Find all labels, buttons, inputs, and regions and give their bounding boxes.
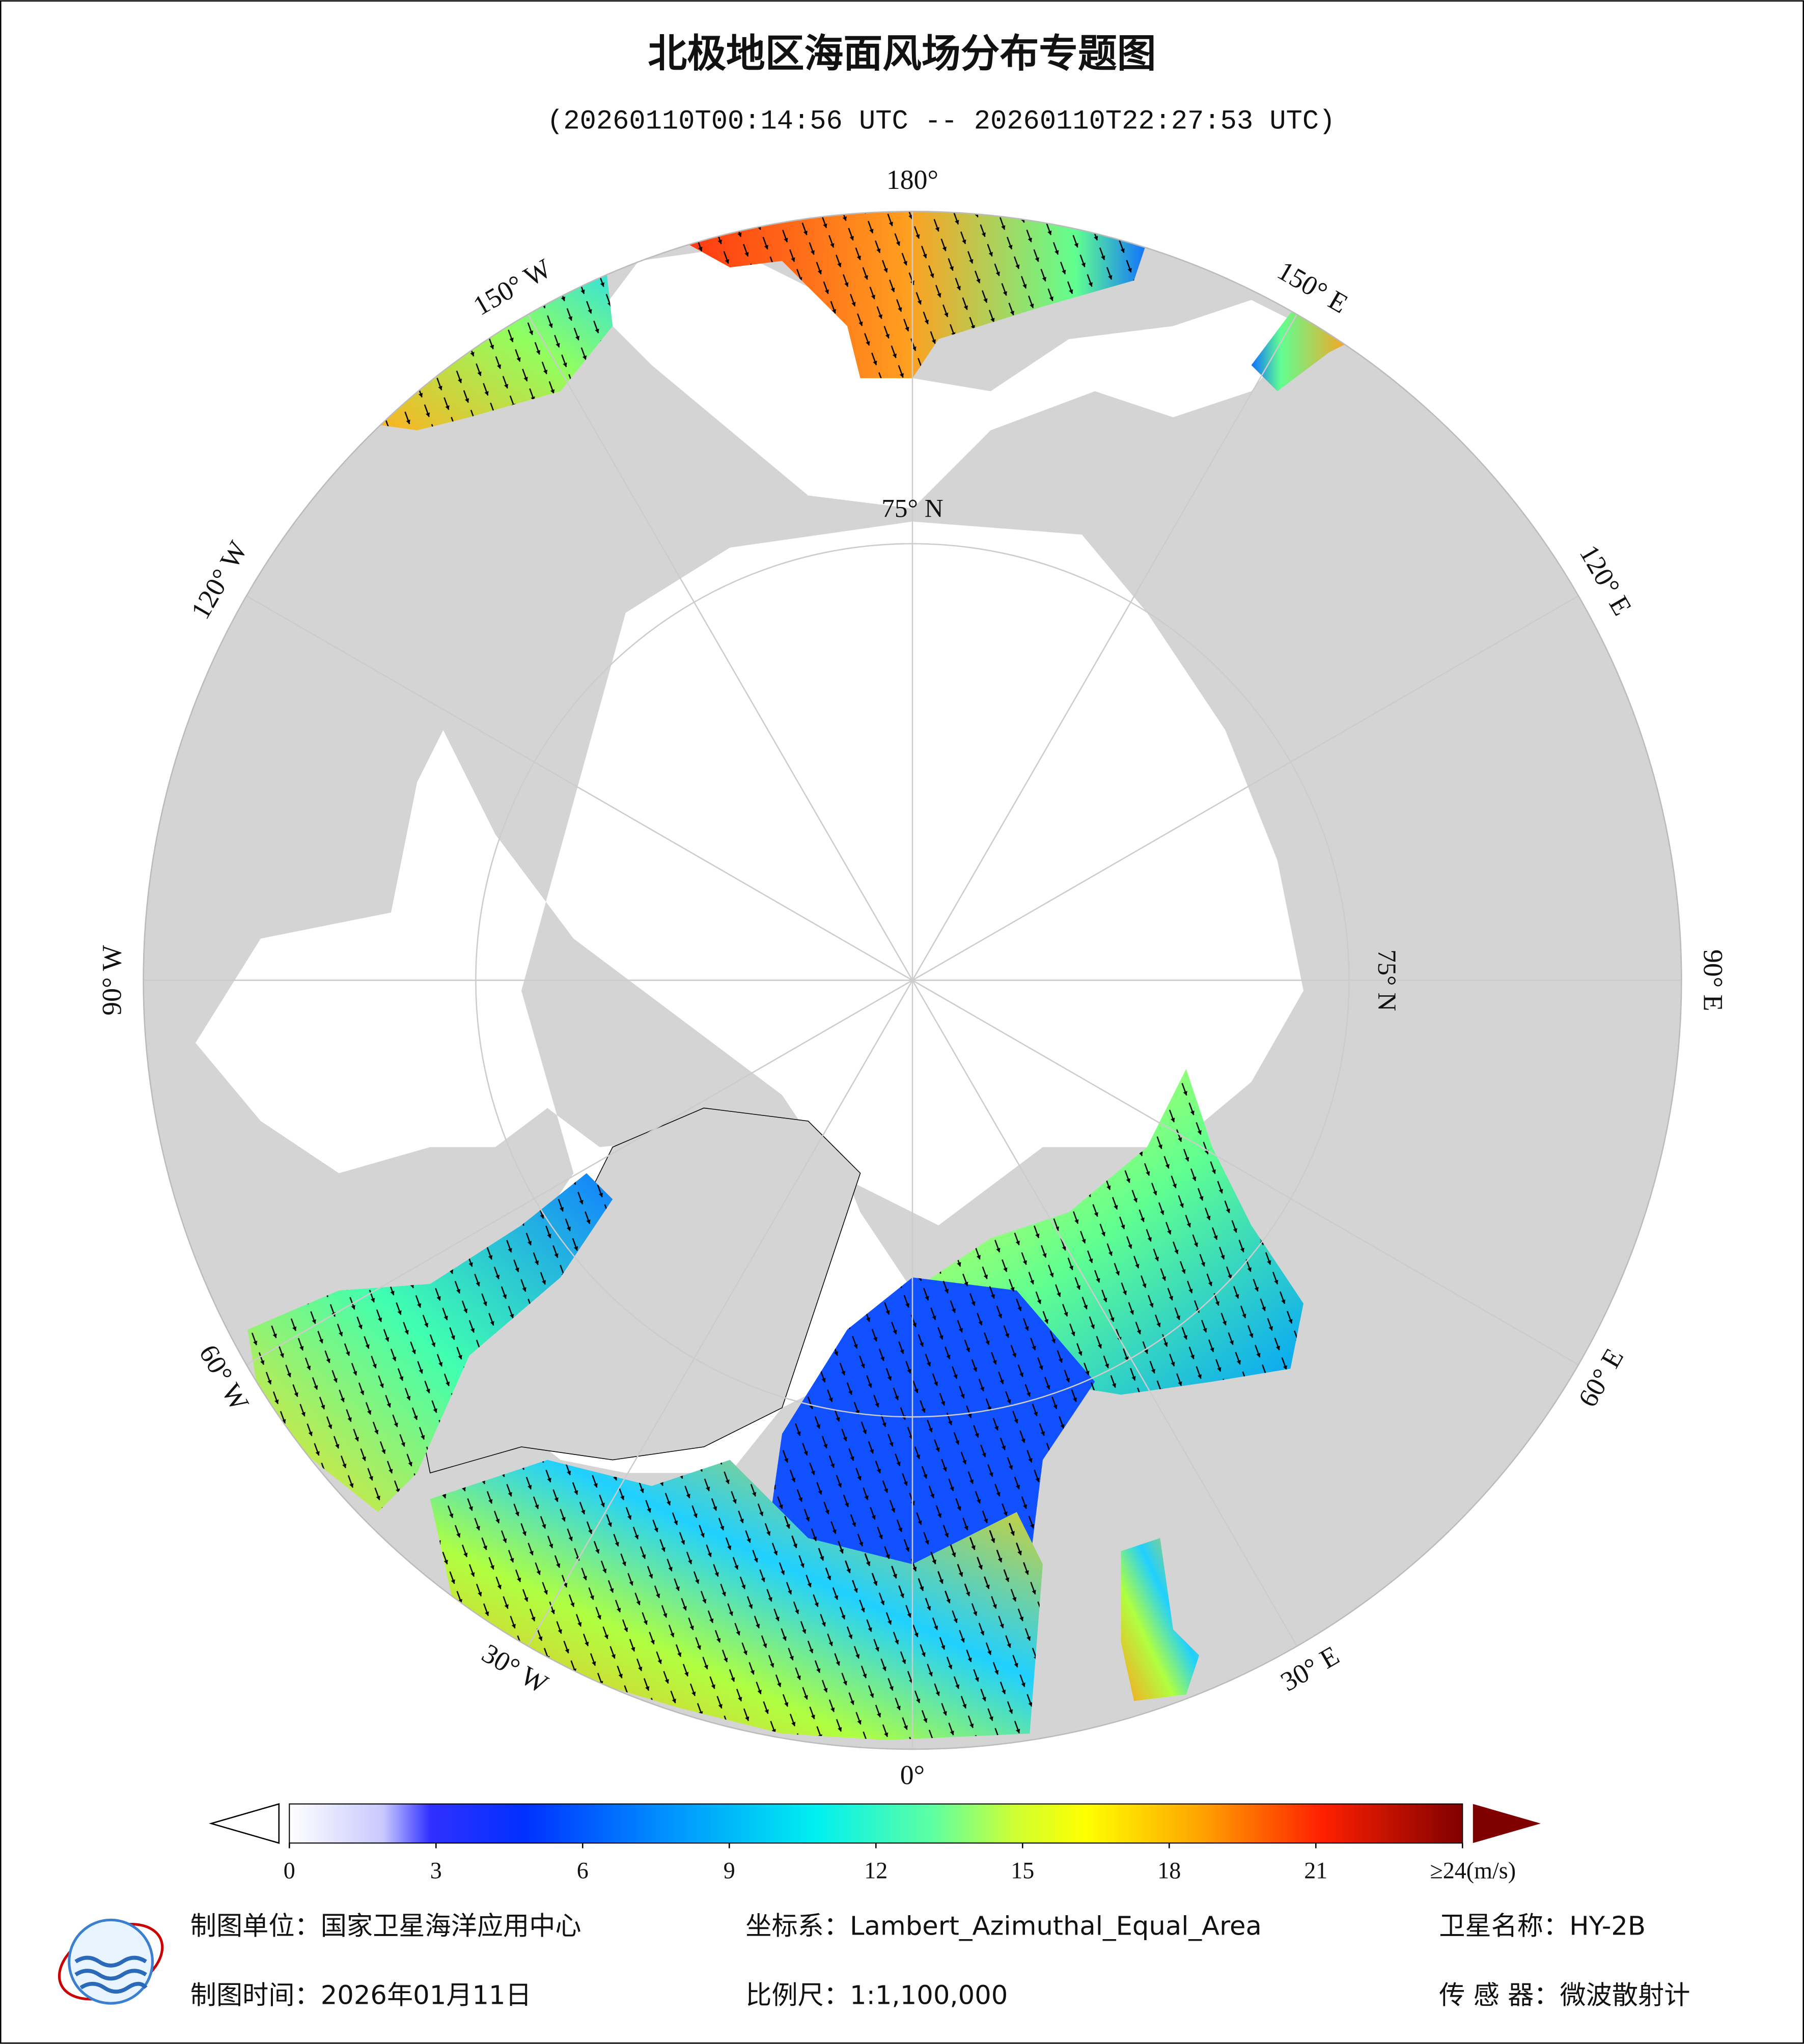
meridian <box>912 979 1579 1365</box>
colorbar-under <box>209 1803 280 1844</box>
colorbar: 0 3 6 9 12 15 18 21 ≥24(m/s) <box>209 1803 1541 1884</box>
meridians <box>143 211 1682 1749</box>
latitude-label: 75° N <box>1372 949 1401 1011</box>
meridian <box>246 979 913 1365</box>
meridian <box>246 595 913 981</box>
colorbar-tick-label: 6 <box>577 1858 589 1884</box>
longitude-label: 90° W <box>97 945 127 1016</box>
colorbar-over <box>1473 1804 1541 1843</box>
satellite: 卫星名称：HY-2B <box>1439 1911 1646 1942</box>
wind-baltic <box>1121 1538 1200 1701</box>
logo <box>58 1918 164 2005</box>
colorbar-tick-label: 15 <box>1011 1858 1034 1884</box>
colorbar-ticks: 0 3 6 9 12 15 18 21 ≥24(m/s) <box>284 1843 1516 1884</box>
colorbar-ramp <box>289 1803 1463 1844</box>
longitude-label: 180° <box>886 164 938 195</box>
colorbar-tick-label: 12 <box>864 1858 887 1884</box>
longitude-label: 90° E <box>1698 949 1728 1012</box>
meridian <box>912 595 1579 981</box>
subtitle: (20260110T00:14:56 UTC -- 20260110T22:27… <box>547 106 1335 137</box>
sea-ice <box>195 521 1303 1473</box>
meridian <box>911 314 1298 981</box>
bering-strait-sea <box>599 247 1303 509</box>
organization: 制图单位：国家卫星海洋应用中心 <box>190 1911 581 1942</box>
longitude-label: 0° <box>900 1760 925 1790</box>
wind-arrow-overlay <box>247 1173 1095 1741</box>
meridian <box>527 979 913 1647</box>
title: 北极地区海面风场分布专题图 <box>648 32 1156 77</box>
colorbar-tick-label: 18 <box>1157 1858 1181 1884</box>
map <box>143 211 1682 1749</box>
wind-arrows <box>671 211 1147 378</box>
meridian <box>527 314 913 981</box>
meridian <box>911 979 1298 1647</box>
colorbar-tick-label: ≥24(m/s) <box>1430 1858 1516 1884</box>
wind-arrows <box>371 267 613 431</box>
latitude-label: 75° N <box>881 494 943 523</box>
colorbar-tick-label: 21 <box>1304 1858 1327 1884</box>
colorbar-tick-label: 3 <box>430 1858 442 1884</box>
map-date: 制图时间：2026年01月11日 <box>190 1980 532 2010</box>
colorbar-tick-label: 9 <box>724 1858 735 1884</box>
coordinate-system: 坐标系：Lambert_Azimuthal_Equal_Area <box>745 1911 1262 1942</box>
colorbar-tick-label: 0 <box>284 1858 295 1884</box>
map-border <box>143 210 1682 1750</box>
scale: 比例尺：1:1,100,000 <box>745 1980 1008 2010</box>
sensor: 传 感 器：微波散射计 <box>1439 1980 1690 2010</box>
